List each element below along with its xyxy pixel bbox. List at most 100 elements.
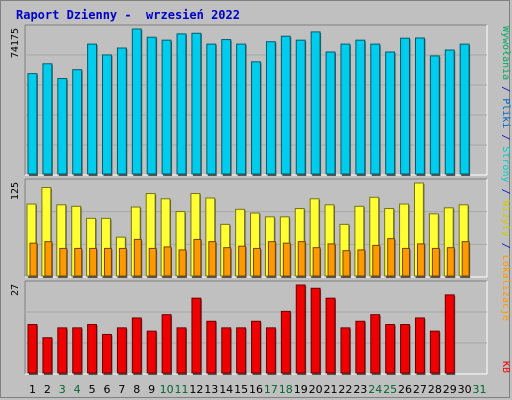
tick-label-day: 28 bbox=[428, 383, 442, 396]
tick-label-day: 4 bbox=[74, 383, 81, 396]
legend-entry: Pliki bbox=[500, 98, 511, 128]
bar-kb bbox=[400, 324, 410, 374]
bar-pages bbox=[131, 28, 142, 175]
tick-label-day: 10 bbox=[160, 383, 174, 396]
bar-kb bbox=[340, 327, 351, 374]
panel-max-label: 74175 bbox=[10, 28, 21, 58]
bar-pages bbox=[191, 32, 202, 175]
bar-pages bbox=[87, 43, 98, 175]
bar-files bbox=[59, 247, 68, 277]
bar-kb bbox=[102, 333, 112, 374]
bar-files bbox=[416, 243, 425, 277]
bar-files bbox=[193, 238, 202, 277]
bar-kb bbox=[251, 320, 261, 374]
tick-label-day: 21 bbox=[324, 383, 338, 396]
bar-files bbox=[282, 242, 291, 277]
bar-kb bbox=[280, 310, 291, 374]
bar-pages bbox=[400, 37, 410, 175]
tick-label-day: 23 bbox=[353, 383, 367, 396]
tick-label-day: 5 bbox=[89, 383, 96, 396]
bar-pages bbox=[72, 69, 83, 175]
bar-pages bbox=[370, 43, 381, 175]
tick-label-day: 27 bbox=[413, 383, 427, 396]
bar-pages bbox=[325, 51, 336, 175]
tick-label-day: 2 bbox=[44, 383, 51, 396]
bar-kb bbox=[385, 324, 396, 374]
tick-label-day: 24 bbox=[368, 383, 382, 396]
legend-entry: Wywołania bbox=[500, 26, 511, 80]
bar-files bbox=[238, 245, 247, 277]
bar-files bbox=[44, 241, 53, 277]
tick-label-day: 19 bbox=[294, 383, 308, 396]
bar-pages bbox=[340, 43, 351, 175]
bar-files bbox=[431, 247, 440, 277]
bar-files bbox=[89, 247, 98, 277]
bar-kb bbox=[221, 327, 232, 374]
bar-files bbox=[178, 249, 187, 277]
bar-files bbox=[297, 241, 306, 277]
tick-label-day: 11 bbox=[174, 383, 188, 396]
bar-files bbox=[253, 247, 261, 277]
bar-pages bbox=[236, 43, 247, 175]
bar-files bbox=[357, 249, 366, 277]
tick-label-day: 1 bbox=[29, 383, 36, 396]
legend-entry: / bbox=[500, 128, 511, 146]
bar-pages bbox=[355, 39, 366, 175]
tick-label-day: 12 bbox=[189, 383, 203, 396]
panel-max-label: 27 bbox=[10, 284, 21, 296]
tick-label-day: 7 bbox=[118, 383, 125, 396]
bar-pages bbox=[206, 43, 217, 175]
bar-kb bbox=[72, 327, 83, 374]
bar-kb bbox=[57, 327, 68, 374]
bar-pages bbox=[251, 61, 261, 175]
bar-pages bbox=[310, 31, 321, 175]
bar-pages bbox=[146, 36, 157, 175]
bar-files bbox=[163, 246, 172, 277]
bar-pages bbox=[42, 63, 53, 175]
bar-files bbox=[74, 247, 83, 277]
bar-pages bbox=[57, 78, 68, 175]
bar-files bbox=[342, 250, 351, 277]
bar-kb bbox=[414, 317, 425, 374]
bar-kb bbox=[370, 314, 381, 374]
tick-label-day: 30 bbox=[458, 383, 472, 396]
legend-right: Wywołania / Pliki / Strony / Wizyty / Lo… bbox=[500, 26, 511, 321]
tick-label-day: 15 bbox=[234, 383, 248, 396]
bar-files bbox=[29, 242, 38, 277]
bar-pages bbox=[27, 73, 38, 175]
tick-label-day: 6 bbox=[103, 383, 110, 396]
tick-label-day: 25 bbox=[383, 383, 397, 396]
bar-files bbox=[148, 247, 157, 277]
bar-pages bbox=[161, 39, 172, 175]
tick-label-day: 29 bbox=[443, 383, 457, 396]
bar-pages bbox=[444, 49, 455, 175]
bar-kb bbox=[236, 327, 247, 374]
bar-kb bbox=[161, 314, 172, 374]
tick-label-day: 31 bbox=[473, 383, 487, 396]
bar-kb bbox=[325, 297, 336, 374]
bar-pages bbox=[385, 51, 396, 175]
bar-kb bbox=[131, 317, 142, 374]
bar-kb bbox=[429, 330, 440, 374]
tick-label-day: 8 bbox=[133, 383, 140, 396]
bar-pages bbox=[265, 41, 276, 175]
bar-files bbox=[118, 247, 127, 277]
tick-label-day: 22 bbox=[338, 383, 352, 396]
bar-kb bbox=[116, 327, 127, 374]
legend-entry: / bbox=[500, 183, 511, 201]
bar-files bbox=[461, 241, 470, 277]
tick-label-day: 26 bbox=[398, 383, 412, 396]
bar-pages bbox=[280, 35, 291, 175]
bar-files bbox=[402, 247, 410, 277]
tick-label-day: 17 bbox=[264, 383, 278, 396]
bar-kb bbox=[42, 337, 53, 374]
bar-pages bbox=[459, 43, 470, 175]
bar-kb bbox=[191, 297, 202, 374]
bar-files bbox=[104, 247, 112, 277]
bar-kb bbox=[146, 330, 157, 374]
bar-files bbox=[223, 247, 232, 277]
tick-label-day: 18 bbox=[279, 383, 293, 396]
bar-files bbox=[387, 238, 396, 277]
bar-pages bbox=[102, 54, 112, 175]
